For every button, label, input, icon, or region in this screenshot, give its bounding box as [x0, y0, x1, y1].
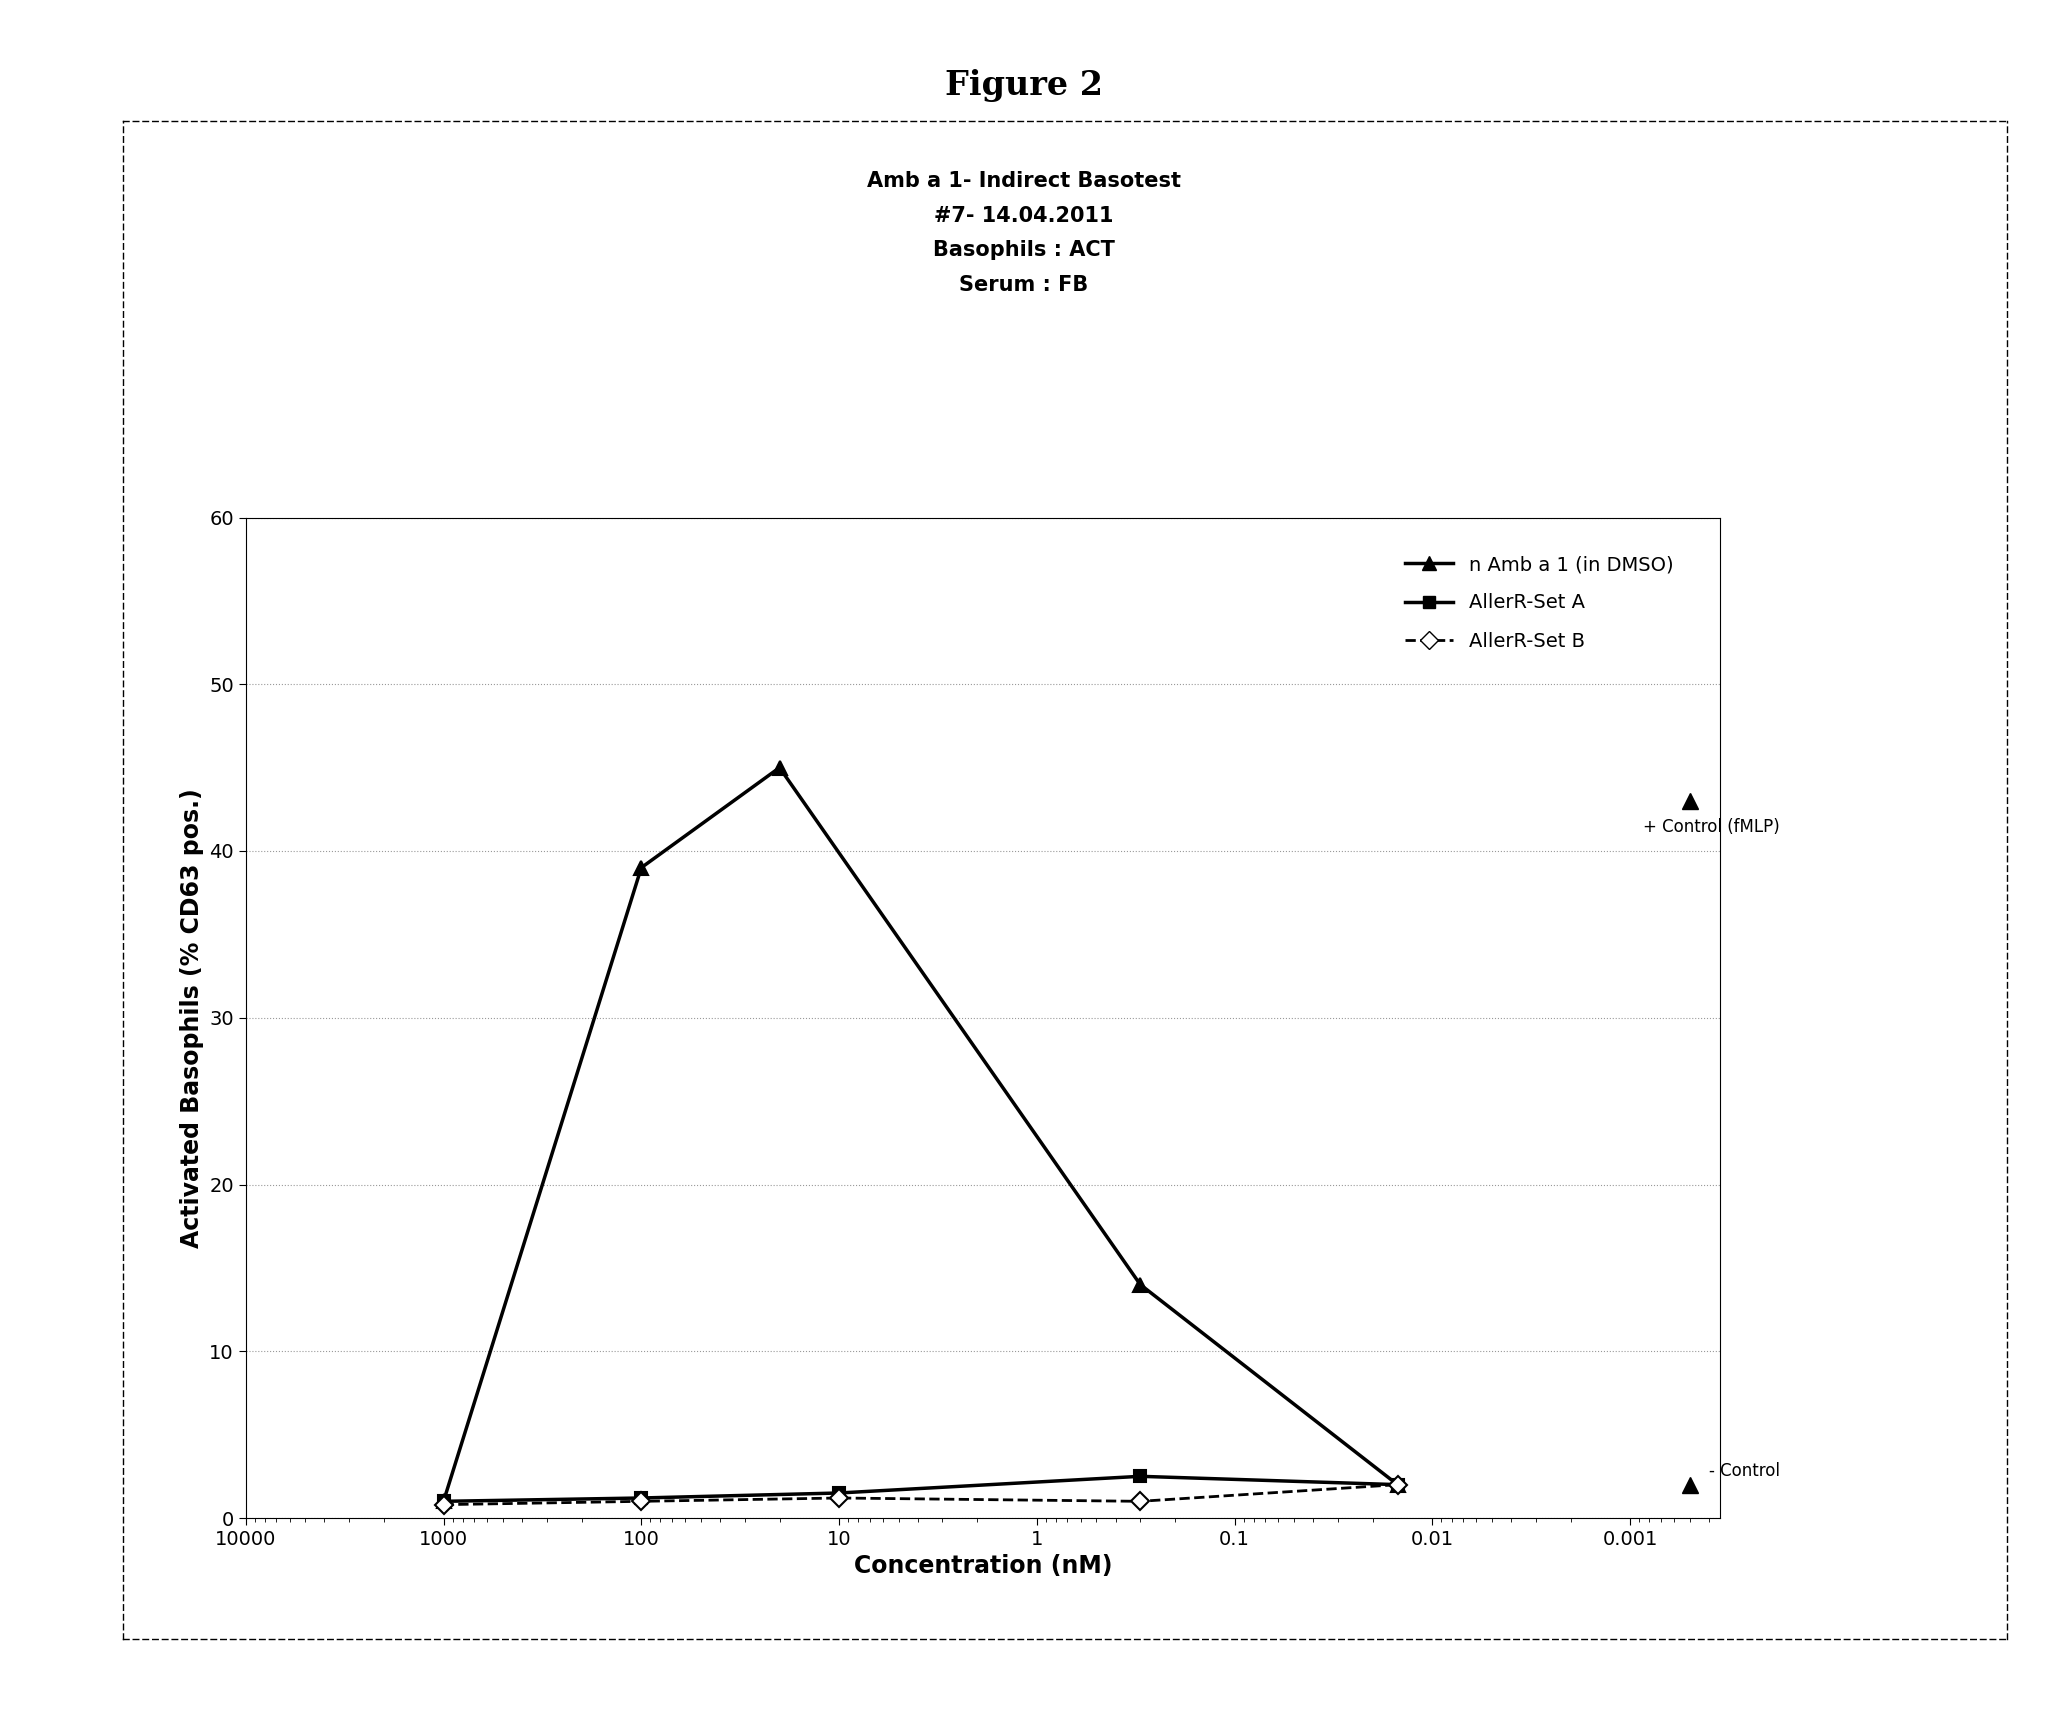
AllerR-Set A	[1384, 1475, 1409, 1496]
AllerR-Set B	[1384, 1475, 1409, 1496]
Line: n Amb a 1 (in DMSO): n Amb a 1 (in DMSO)	[436, 761, 1405, 1508]
n Amb a 1 (in DMSO)	[1384, 1475, 1409, 1496]
AllerR-Set A	[827, 1484, 852, 1504]
Line: AllerR-Set B: AllerR-Set B	[438, 1478, 1403, 1511]
Text: - Control: - Control	[1708, 1461, 1780, 1480]
Text: + Control (fMLP): + Control (fMLP)	[1642, 818, 1780, 835]
n Amb a 1 (in DMSO)	[629, 857, 653, 878]
AllerR-Set B	[432, 1494, 457, 1515]
Text: #7- 14.04.2011: #7- 14.04.2011	[934, 205, 1114, 226]
Y-axis label: Activated Basophils (% CD63 pos.): Activated Basophils (% CD63 pos.)	[180, 788, 203, 1247]
AllerR-Set B	[1128, 1490, 1153, 1511]
Text: Figure 2: Figure 2	[944, 69, 1104, 102]
AllerR-Set A	[629, 1487, 653, 1508]
Legend: n Amb a 1 (in DMSO), AllerR-Set A, AllerR-Set B: n Amb a 1 (in DMSO), AllerR-Set A, Aller…	[1397, 547, 1681, 659]
Line: AllerR-Set A: AllerR-Set A	[438, 1470, 1403, 1508]
AllerR-Set A	[1128, 1466, 1153, 1487]
AllerR-Set B	[827, 1487, 852, 1508]
Text: Basophils : ACT: Basophils : ACT	[934, 240, 1114, 260]
n Amb a 1 (in DMSO)	[432, 1490, 457, 1511]
Text: Amb a 1- Indirect Basotest: Amb a 1- Indirect Basotest	[866, 171, 1182, 191]
AllerR-Set A	[432, 1490, 457, 1511]
n Amb a 1 (in DMSO)	[1128, 1275, 1153, 1295]
n Amb a 1 (in DMSO)	[768, 757, 793, 778]
Text: Serum : FB: Serum : FB	[958, 274, 1090, 295]
X-axis label: Concentration (nM): Concentration (nM)	[854, 1554, 1112, 1578]
AllerR-Set B	[629, 1490, 653, 1511]
